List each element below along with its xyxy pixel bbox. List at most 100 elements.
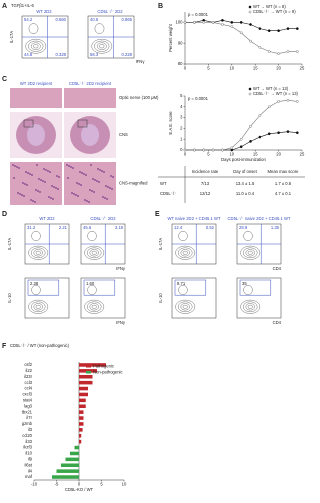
histology-cell <box>24 183 26 185</box>
data-point <box>267 50 271 53</box>
gate <box>174 279 207 296</box>
histology-cell <box>112 176 114 178</box>
y-tick-label: 1 <box>180 136 183 141</box>
legend-swatch <box>86 365 91 368</box>
histology-cell <box>53 186 55 188</box>
histology-cell <box>79 171 81 173</box>
quadrant-value: 0.228 <box>122 52 133 57</box>
histology-cell <box>67 177 69 179</box>
data-point <box>239 31 243 35</box>
contour <box>178 231 188 241</box>
legend-label: CD5L⁻/⁻ → WT (n = 13) <box>253 91 299 96</box>
table-cell: WT <box>160 181 167 186</box>
panel-letter: D <box>2 211 7 218</box>
histology-cell <box>47 170 49 172</box>
contour <box>91 39 113 54</box>
histology-cell <box>38 178 40 180</box>
x-tick-label: -10 <box>31 482 38 487</box>
contour <box>31 285 41 295</box>
category-label: il33 <box>25 439 32 444</box>
flow-plot <box>80 277 126 319</box>
quadrant-value: 54.2 <box>24 17 33 22</box>
quadrant-value: 0.660 <box>56 17 67 22</box>
contour <box>99 44 105 49</box>
contour <box>245 249 255 257</box>
condition: TGFβ1+IL-6 <box>11 3 34 8</box>
table-cell: 7/13 <box>201 181 210 186</box>
gate-value: 1.60 <box>86 281 95 286</box>
column-title: CD5L⁻/⁻ naive 2D2 + CD45.1 WT <box>228 216 291 221</box>
data-point <box>239 145 243 149</box>
histology-tissue <box>27 124 45 146</box>
panel-letter: F <box>2 343 7 350</box>
data-point <box>295 131 299 135</box>
axis-label: IFNγ <box>116 320 126 325</box>
legend-marker <box>248 5 252 9</box>
data-point <box>183 21 187 24</box>
data-point <box>258 46 262 49</box>
histology-cell <box>37 190 39 192</box>
gate <box>239 279 272 296</box>
y-tick-label: 80 <box>178 61 183 66</box>
histology-cell <box>57 188 59 190</box>
category-label: gzmb <box>22 421 33 426</box>
category-label: csf2 <box>24 362 32 367</box>
contour <box>35 250 41 255</box>
contour <box>178 285 188 295</box>
axis-label: IL-17A <box>9 31 14 44</box>
data-point <box>295 50 299 53</box>
histology-cell <box>58 176 60 178</box>
contour <box>28 23 39 34</box>
bar <box>52 475 79 479</box>
histology-cell <box>34 201 36 203</box>
x-tick-label: 5 <box>207 152 210 157</box>
contour <box>243 231 253 241</box>
contour <box>97 42 107 50</box>
histology-cell <box>86 200 88 202</box>
category-label: ccl4 <box>25 386 33 391</box>
data-point <box>258 135 262 139</box>
category-label: ikzf3 <box>23 445 32 450</box>
bar <box>61 463 79 468</box>
axis-label: IFNγ <box>136 59 146 64</box>
data-point <box>286 50 290 53</box>
contour <box>28 245 49 260</box>
data-point <box>202 21 206 24</box>
category-label: il22 <box>25 368 32 373</box>
histology-cell <box>93 191 95 193</box>
axis <box>34 362 124 481</box>
row-label: Optic nerve (100 μM) <box>119 95 159 100</box>
category-label: lag3 <box>24 403 33 408</box>
zoom-box <box>23 119 34 128</box>
x-tick-label: 20 <box>276 66 281 71</box>
axis-label: CD5L-KO / WT <box>65 487 94 492</box>
flow-plot <box>24 277 70 319</box>
bar <box>79 374 93 379</box>
data-point <box>239 137 243 141</box>
data-point <box>193 148 196 152</box>
histology-cell <box>70 166 72 168</box>
gate-value: 8.71 <box>177 281 186 286</box>
bar <box>79 433 82 438</box>
gate-value: 2.38 <box>30 281 39 286</box>
flow-plot <box>236 277 282 319</box>
histology-cell <box>71 192 73 194</box>
histology-image <box>64 88 116 108</box>
category-label: il4 <box>28 468 33 473</box>
histology-cell <box>96 180 98 182</box>
contour <box>28 299 49 314</box>
table-cell: 13.4 ± 1.5 <box>236 181 255 186</box>
category-label: stat4 <box>23 397 33 402</box>
quadrant-value: 31.2 <box>27 225 36 230</box>
data-point <box>193 21 196 24</box>
bar <box>79 428 83 432</box>
bar <box>56 469 79 473</box>
contour <box>91 304 97 309</box>
table-cell: 11.0 ± 0.4 <box>236 191 255 196</box>
histology-image <box>10 88 62 108</box>
data-point <box>267 105 271 109</box>
histology-cell <box>80 184 82 186</box>
histology-cell <box>98 181 100 183</box>
table-cell: CD5L⁻/⁻ <box>160 191 176 196</box>
data-point <box>249 124 252 128</box>
